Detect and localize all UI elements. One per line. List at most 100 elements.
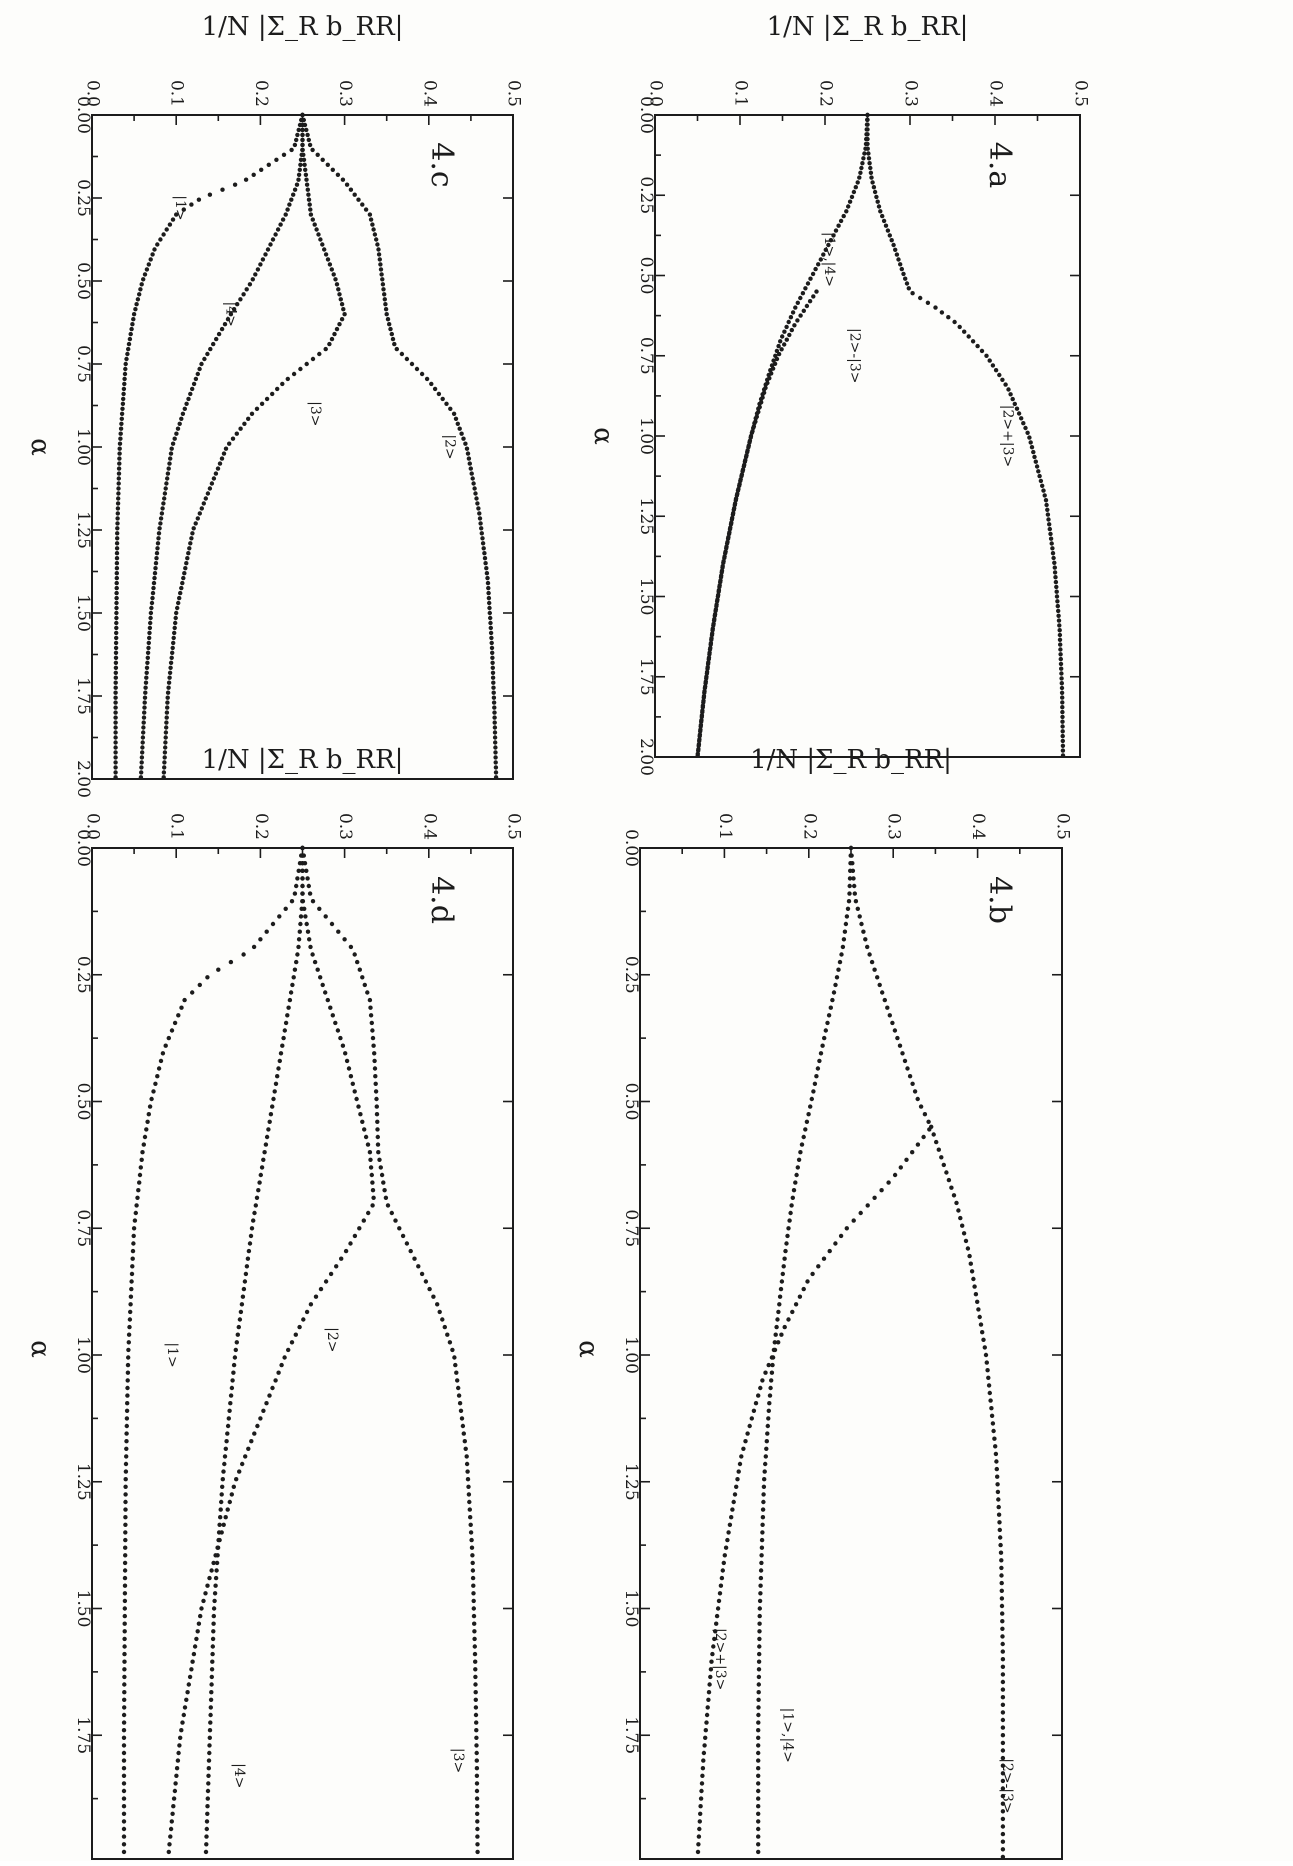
data-point [211,1560,216,1566]
y-tick-label: 0.0 [83,80,103,107]
data-point [773,1332,778,1337]
x-tick-label: 1.00 [73,1336,93,1374]
data-point [989,1413,995,1419]
data-point [117,456,122,461]
data-point [121,1743,127,1748]
data-point [714,602,719,607]
data-point [122,1705,127,1710]
data-point [115,526,120,531]
data-point [1000,1626,1005,1632]
data-point [474,1788,480,1794]
data-point [348,1241,353,1246]
data-point [114,551,120,556]
data-point [721,559,726,564]
data-point [152,247,157,252]
data-point [1014,406,1020,411]
data-point [185,556,190,561]
data-point [488,615,493,621]
data-point [175,1758,181,1763]
data-point [336,929,341,934]
data-point [202,356,207,362]
data-point [162,750,168,755]
data-point [247,1241,253,1246]
data-point [712,1636,717,1642]
data-point [459,1416,465,1421]
data-point [1059,685,1065,691]
data-point [165,690,171,695]
data-point [817,1058,822,1064]
data-point [1057,623,1062,628]
data-point [721,1560,726,1566]
data-point [270,391,275,397]
data-point [1059,690,1065,695]
data-point [160,506,165,511]
data-point [244,1264,250,1269]
data-point [334,282,340,287]
data-point [234,431,239,436]
data-point [1047,522,1052,527]
data-point [221,1522,226,1528]
data-point [348,187,354,192]
data-point [265,247,271,252]
data-point [922,1112,928,1117]
data-point [207,1743,212,1748]
data-point [122,1644,127,1649]
data-point [122,1583,128,1588]
data-point [705,664,710,670]
data-point [161,232,166,237]
data-point [160,1051,166,1056]
data-point [206,1773,211,1779]
data-point [170,650,175,655]
data-point [276,1370,281,1375]
data-point [235,302,240,307]
data-point [700,1766,706,1771]
data-point [224,1439,229,1444]
data-point [987,1390,992,1396]
data-point [275,227,281,232]
data-point [291,192,296,197]
x-tick-label: 1.25 [621,1463,641,1501]
data-point [797,1294,803,1299]
data-point [1056,618,1062,623]
data-point [946,1177,952,1183]
data-point [704,669,710,675]
data-point [297,929,302,934]
data-point [276,1066,281,1071]
data-point [768,1385,773,1391]
data-point [1048,536,1054,541]
data-point [480,541,486,546]
data-point [362,1127,367,1132]
data-point [149,605,154,611]
data-point [175,426,181,431]
data-point [207,1728,213,1733]
data-point [156,531,162,536]
data-point [734,1484,739,1490]
data-point [151,585,156,591]
data-point [174,1773,179,1779]
data-point [164,725,169,730]
data-point [113,700,118,705]
data-point [114,600,119,606]
data-point [190,990,195,995]
data-point [970,339,976,344]
series--2- [166,845,376,1855]
data-point [758,1591,763,1596]
data-point [121,1811,127,1817]
data-point [826,242,831,248]
data-point [122,376,127,382]
data-point [205,1811,210,1817]
data-point [1044,502,1049,508]
data-point [142,1134,148,1140]
data-point [853,185,858,190]
data-point [142,705,147,710]
data-point [861,929,866,934]
data-point [167,1842,172,1847]
data-point [1000,1687,1006,1692]
data-point [485,575,490,581]
data-point [241,292,246,297]
data-point [1000,1702,1006,1708]
data-point [696,1842,701,1847]
data-point [165,471,171,476]
series--2-3- [695,845,932,1855]
data-point [261,1408,266,1414]
